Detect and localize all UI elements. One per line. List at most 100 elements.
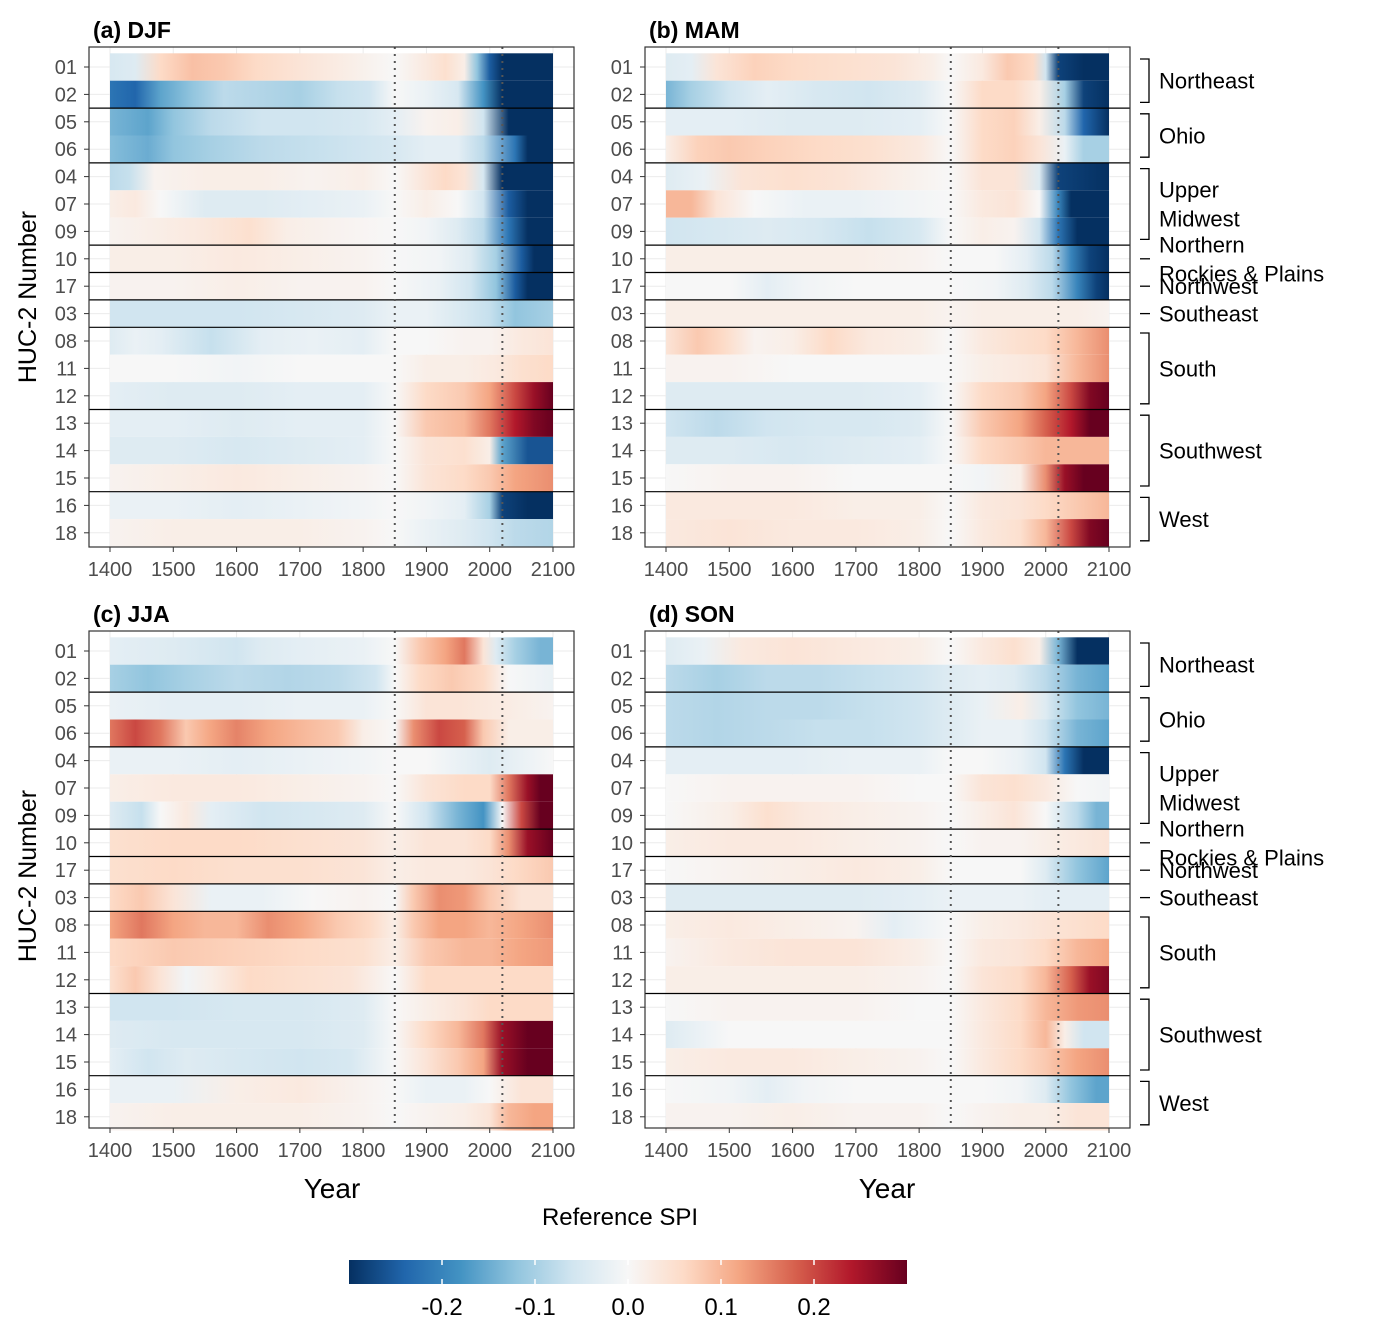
- x-tick-label: 2000: [467, 559, 512, 581]
- x-tick-label: 1400: [88, 559, 133, 581]
- x-tick-label: 1700: [834, 559, 879, 581]
- shared-x-label: Reference SPI: [542, 1204, 698, 1231]
- heatmap-row-17: [110, 856, 553, 884]
- x-tick-label: 1700: [278, 559, 323, 581]
- heatmap-row-10: [110, 829, 553, 857]
- y-tick-label: 05: [611, 696, 633, 718]
- x-tick-label: 1400: [88, 1140, 133, 1162]
- heatmap-row-13: [110, 993, 553, 1021]
- y-tick-label: 15: [55, 468, 77, 490]
- y-tick-label: 06: [55, 723, 77, 745]
- region-label: Northeast: [1159, 653, 1254, 678]
- x-tick-label: 1800: [341, 1140, 386, 1162]
- x-tick-label: 1500: [151, 559, 196, 581]
- heatmap-row-02: [666, 664, 1109, 693]
- colorbar: -0.2 -0.1 0.0 0.1 0.2: [349, 1260, 907, 1321]
- y-tick-label: 04: [55, 167, 77, 189]
- region-label: Southwest: [1159, 1023, 1262, 1048]
- region-label: Northeast: [1159, 69, 1254, 94]
- y-tick-label: 14: [611, 1025, 633, 1047]
- y-tick-label: 13: [55, 413, 77, 435]
- heatmap-row-10: [666, 829, 1109, 857]
- y-tick-label: 02: [611, 84, 633, 106]
- y-tick-label: 07: [611, 194, 633, 216]
- panel-title: (a) DJF: [93, 17, 171, 43]
- panels-layer: 01 02 05 06 04 07 09 10 17 03 08 11 12 13 14 15 16 18 1400…: [55, 17, 1132, 1162]
- region-bracket-northeast: Northeast: [1140, 58, 1254, 104]
- y-tick-label: 10: [611, 833, 633, 855]
- panel-2: 01 02 05 06 04 07 09 10 17 03 08 11 12 13 14 15 16 18 1400…: [611, 17, 1132, 581]
- region-label: West: [1159, 507, 1209, 532]
- heatmap-row-01: [666, 53, 1109, 81]
- x-tick-label: 1600: [770, 559, 815, 581]
- colorbar-tick-label: -0.1: [514, 1294, 555, 1321]
- y-tick-label: 12: [55, 970, 77, 992]
- y-tick-label: 16: [611, 1079, 633, 1101]
- heatmap-row-15: [666, 464, 1109, 492]
- y-tick-label: 15: [611, 1052, 633, 1074]
- y-tick-label: 06: [611, 139, 633, 161]
- region-label: West: [1159, 1091, 1209, 1116]
- y-tick-label: 15: [611, 468, 633, 490]
- region-label: Northwest: [1159, 274, 1258, 299]
- y-tick-label: 16: [55, 1079, 77, 1101]
- region-bracket-upper-midwest: Upper Midwest: [1140, 751, 1240, 825]
- heatmap-row-08: [666, 911, 1109, 939]
- panel-title: (d) SON: [649, 601, 735, 627]
- region-bracket-southeast: Southeast: [1140, 886, 1258, 911]
- y-tick-label: 16: [611, 495, 633, 517]
- x-tick-label: 1500: [151, 1140, 196, 1162]
- y-tick-label: 04: [611, 167, 633, 189]
- region-label: Upper: [1159, 762, 1219, 787]
- heatmap-row-06: [110, 719, 553, 747]
- y-tick-label: 06: [611, 723, 633, 745]
- region-label: South: [1159, 940, 1217, 965]
- heatmap-row-18: [666, 519, 1109, 547]
- region-bracket-northeast: Northeast: [1140, 642, 1254, 688]
- y-tick-label: 09: [611, 805, 633, 827]
- x-tick-label: 1600: [770, 1140, 815, 1162]
- y-tick-label: 17: [55, 276, 77, 298]
- y-tick-label: 02: [55, 84, 77, 106]
- heatmap-row-05: [110, 108, 553, 136]
- heatmap-row-02: [110, 80, 553, 109]
- heatmap-row-06: [110, 135, 553, 163]
- x-tick-label: 1900: [960, 1140, 1005, 1162]
- heatmap-row-05: [666, 692, 1109, 720]
- heatmap-row-08: [110, 327, 553, 355]
- heatmap-row-04: [666, 746, 1109, 775]
- panel-1: 01 02 05 06 04 07 09 10 17 03 08 11 12 13 14 15 16 18 1400…: [55, 17, 576, 581]
- heatmap-row-16: [110, 491, 553, 520]
- heatmap-row-11: [666, 938, 1109, 967]
- heatmap-row-17: [666, 272, 1109, 300]
- y-tick-label: 14: [611, 441, 633, 463]
- heatmap-row-14: [666, 436, 1109, 465]
- y-tick-label: 10: [55, 833, 77, 855]
- y-tick-label: 07: [55, 778, 77, 800]
- y-tick-label: 11: [612, 942, 633, 964]
- heatmap-row-15: [666, 1048, 1109, 1076]
- y-tick-label: 04: [611, 751, 633, 773]
- x-tick-label: 1800: [897, 1140, 942, 1162]
- y-tick-label: 18: [55, 523, 77, 545]
- region-label: Rockies & Plains: [1159, 845, 1324, 870]
- x-tick-label: 1600: [214, 559, 259, 581]
- panel-border: [644, 46, 1131, 548]
- colorbar-tick-label: -0.2: [421, 1294, 462, 1321]
- heatmap-row-07: [110, 774, 553, 802]
- heatmap-row-09: [110, 217, 553, 246]
- y-tick-label: 09: [55, 221, 77, 243]
- y-tick-label: 10: [55, 249, 77, 271]
- heatmap-row-03: [110, 299, 553, 328]
- region-bracket-ohio: Ohio: [1140, 113, 1205, 158]
- panel-border: [88, 630, 575, 1129]
- y-tick-label: 08: [55, 915, 77, 937]
- region-brackets-layer: NortheastOhioUpperMidwestNorthernRockies…: [1140, 58, 1324, 1126]
- y-tick-label: 09: [611, 221, 633, 243]
- heatmap-row-14: [110, 436, 553, 465]
- x-tick-label: 2100: [531, 559, 576, 581]
- x-tick-label: 2100: [1087, 1140, 1132, 1162]
- y-tick-label: 05: [55, 112, 77, 134]
- region-label: Southeast: [1159, 886, 1258, 911]
